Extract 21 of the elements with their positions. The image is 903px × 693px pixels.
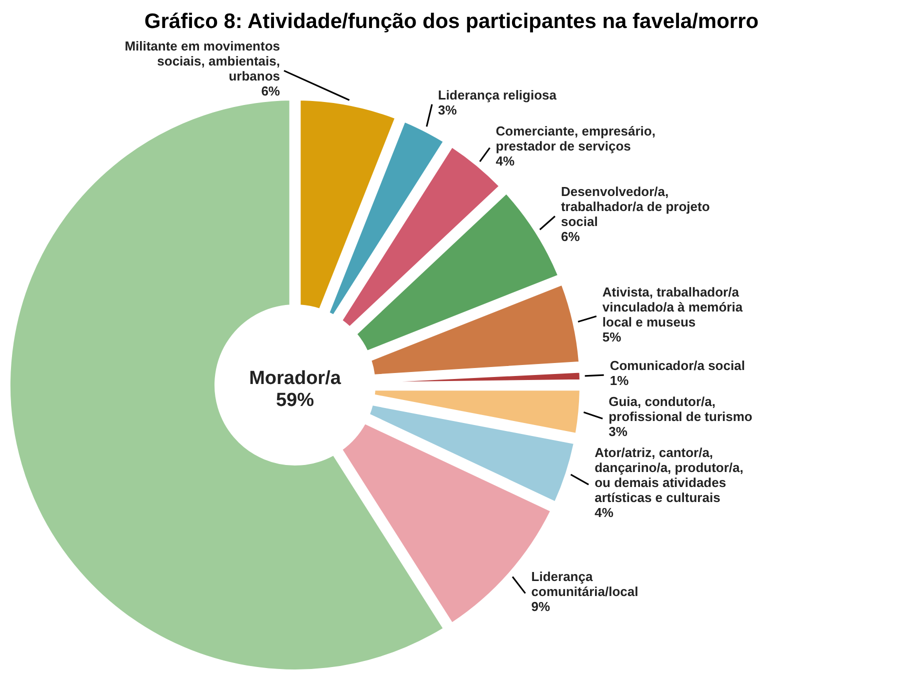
slice-label: Comunicador/a social <box>610 358 745 374</box>
data-label: 1% <box>610 373 630 388</box>
slice-label: Desenvolvedor/a, trabalhador/a de projeto social <box>560 184 710 230</box>
slice-label: Morador/a <box>249 368 342 389</box>
data-label: 3% <box>608 424 628 440</box>
data-label: 6% <box>560 229 580 244</box>
data-label: 59% <box>276 390 314 411</box>
data-label: 4% <box>594 505 614 520</box>
slice-label: Ativista, trabalhador/a vinculado/a à memória local e museus <box>602 284 744 330</box>
slice-label: Liderança comunitária/local <box>531 568 638 599</box>
data-label: 5% <box>602 329 622 344</box>
chart-title: Gráfico 8: Atividade/função dos participantes na favela/morro <box>144 10 759 33</box>
slice-label: Militante em movimentos sociais, ambientais, urbanos <box>124 38 280 84</box>
slice-label: Ator/atriz, cantor/a, dançarino/a, produtor/a, ou demais atividades artísticas e culturais <box>594 445 744 506</box>
slice-label: Guia, condutor/a, profissional de turismo <box>608 394 752 424</box>
data-label: 4% <box>496 153 516 168</box>
data-label: 6% <box>261 84 280 99</box>
slice-label: Comerciante, empresário, prestador de serviços <box>496 123 656 154</box>
slice-label: Liderança religiosa <box>438 87 558 102</box>
data-label: 3% <box>438 102 458 118</box>
data-label: 9% <box>531 598 551 614</box>
